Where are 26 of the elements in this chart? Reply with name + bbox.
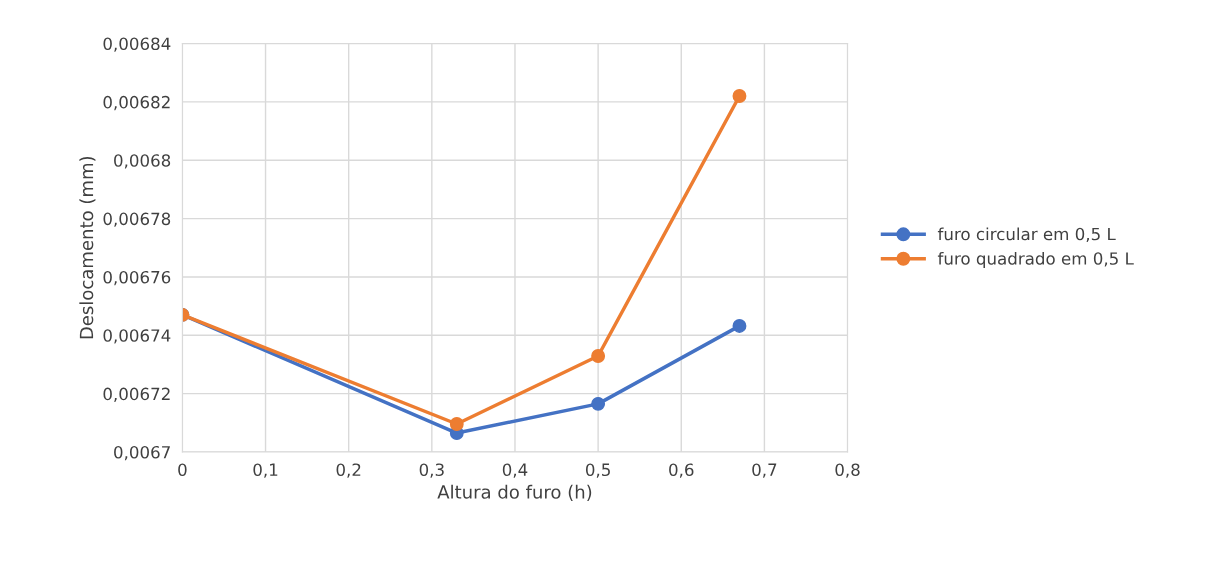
y-tick-label: 0,00676 <box>103 270 171 286</box>
y-axis-title: Deslocamento (mm) <box>79 156 96 339</box>
x-tick-label: 0 <box>178 463 187 477</box>
point <box>591 349 606 363</box>
point <box>732 89 747 103</box>
y-tick-label: 0,00674 <box>103 329 171 344</box>
x-tick-label: 0,5 <box>585 463 610 478</box>
legend-label: furo quadrado em 0,5 L <box>937 251 1134 269</box>
y-tick-label: 0,0068 <box>114 154 171 169</box>
x-tick-label: 0,7 <box>752 463 777 478</box>
point <box>732 319 747 333</box>
x-tick-label: 0,8 <box>835 463 860 478</box>
x-axis-title: Altura do furo (h) <box>437 484 592 501</box>
y-tick-label: 0,0067 <box>114 445 170 461</box>
y-tick-label: 0,00678 <box>103 212 171 227</box>
point <box>449 417 464 431</box>
x-tick-label: 0,3 <box>419 463 444 478</box>
legend-label: furo circular em 0,5 L <box>937 227 1116 243</box>
point <box>591 396 606 411</box>
y-tick-label: 0,00682 <box>103 95 170 111</box>
x-tick-label: 0,1 <box>253 463 278 478</box>
y-tick-label: 0,00684 <box>103 37 171 52</box>
x-tick-label: 0,4 <box>502 463 528 478</box>
x-tick-label: 0,2 <box>336 463 361 478</box>
y-tick-label: 0,00672 <box>103 387 170 402</box>
x-tick-label: 0,6 <box>669 463 694 478</box>
